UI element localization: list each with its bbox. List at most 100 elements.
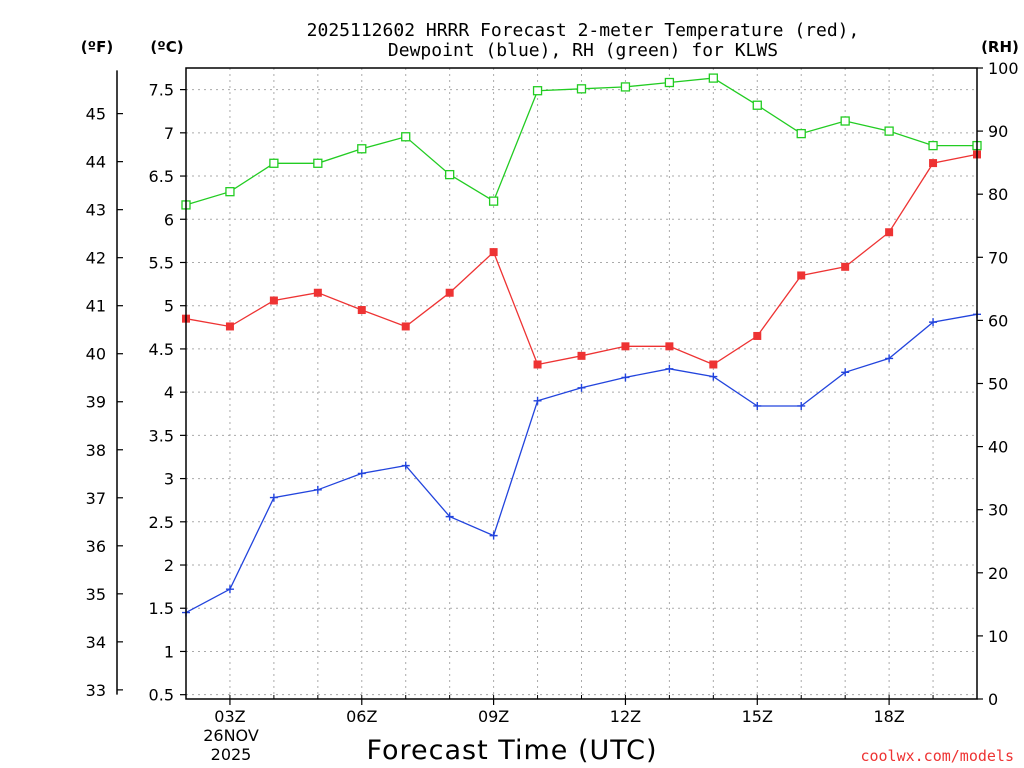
- fahrenheit-tick-label: 43: [86, 201, 106, 220]
- chart-title-line2: Dewpoint (blue), RH (green) for KLWS: [388, 40, 778, 61]
- rh-axis-unit: (RH): [981, 38, 1019, 56]
- rh-tick-label: 100: [988, 59, 1019, 78]
- dewpoint-point: [753, 401, 762, 410]
- rh-tick-label: 10: [988, 627, 1008, 646]
- rh-point: [928, 140, 938, 151]
- dewpoint-point: [225, 585, 234, 594]
- celsius-tick-label: 3: [164, 470, 174, 489]
- rh-point: [357, 144, 367, 154]
- x-tick-label: 06Z: [346, 707, 377, 726]
- rh-point: [620, 82, 631, 92]
- rh-tick-label: 90: [988, 122, 1008, 141]
- temperature-point: [841, 262, 850, 271]
- rh-point: [576, 84, 587, 94]
- celsius-tick-label: 7.5: [149, 81, 174, 100]
- celsius-tick-label: 7: [164, 124, 174, 143]
- temperature-point: [709, 360, 718, 369]
- fahrenheit-tick-label: 40: [86, 345, 106, 364]
- celsius-tick-label: 3.5: [149, 426, 174, 445]
- chart-title-line1: 2025112602 HRRR Forecast 2-meter Tempera…: [307, 20, 860, 41]
- x-tick-label: 12Z: [610, 707, 641, 726]
- fahrenheit-tick-label: 41: [86, 297, 106, 316]
- date-label-day: 26NOV: [203, 726, 259, 745]
- x-axis-title: Forecast Time (UTC): [366, 735, 657, 766]
- fahrenheit-tick-label: 34: [86, 633, 106, 652]
- temperature-point: [401, 322, 410, 331]
- rh-point: [752, 100, 762, 110]
- rh-point: [313, 158, 323, 168]
- rh-point: [840, 116, 850, 126]
- temperature-point: [753, 331, 762, 340]
- gridlines: [186, 68, 977, 699]
- rh-tick-label: 60: [988, 311, 1008, 330]
- fahrenheit-tick-label: 38: [86, 441, 106, 460]
- rh-point: [708, 73, 718, 83]
- fahrenheit-tick-label: 44: [86, 153, 106, 172]
- dewpoint-point: [709, 372, 718, 381]
- x-tick-label: 09Z: [478, 707, 509, 726]
- dewpoint-point: [401, 461, 410, 470]
- fahrenheit-tick-label: 42: [86, 249, 106, 268]
- fahrenheit-tick-label: 45: [86, 105, 106, 124]
- rh-tick-label: 40: [988, 438, 1008, 457]
- date-label-year: 2025: [211, 745, 252, 764]
- temperature-point: [621, 342, 630, 351]
- rh-point: [884, 126, 894, 136]
- dewpoint-point: [357, 469, 366, 478]
- rh-point: [532, 86, 543, 96]
- rh-point: [445, 169, 455, 180]
- temperature-point: [225, 322, 234, 331]
- fahrenheit-tick-label: 35: [86, 585, 106, 604]
- rh-tick-label: 50: [988, 375, 1008, 394]
- temperature-point: [929, 159, 938, 168]
- celsius-tick-label: 6.5: [149, 167, 174, 186]
- rh-point: [796, 128, 806, 139]
- celsius-tick-label: 6: [164, 210, 174, 229]
- site-credit: coolwx.com/models: [860, 747, 1014, 765]
- dewpoint-point: [313, 485, 322, 494]
- dewpoint-point: [269, 493, 278, 502]
- dewpoint-point: [577, 383, 586, 392]
- rh-point: [269, 158, 279, 168]
- temperature-point: [885, 228, 894, 237]
- dewpoint-point: [665, 364, 674, 373]
- celsius-tick-label: 4.5: [149, 340, 174, 359]
- celsius-tick-label: 1.5: [149, 599, 174, 618]
- axes: 0.5 1 1.5 2 2.5 3 3.5 4 4.5 5 5.5 6 6.5 7 7.5 33 34 35 36 3…: [86, 59, 1019, 726]
- celsius-tick-label: 2: [164, 556, 174, 575]
- dewpoint-point: [489, 531, 498, 540]
- dewpoint-point: [533, 396, 542, 405]
- dewpoint-point: [797, 401, 806, 410]
- temperature-point: [357, 306, 366, 315]
- celsius-axis-unit: (ºC): [150, 38, 183, 56]
- celsius-tick-label: 1: [164, 642, 174, 661]
- temperature-point: [577, 351, 586, 360]
- celsius-tick-label: 5: [164, 297, 174, 316]
- fahrenheit-axis-unit: (ºF): [81, 38, 113, 56]
- rh-point: [225, 187, 235, 197]
- rh-tick-label: 0: [988, 690, 998, 709]
- dewpoint-point: [929, 318, 938, 327]
- dewpoint-point: [621, 373, 630, 382]
- rh-tick-label: 80: [988, 185, 1008, 204]
- fahrenheit-tick-label: 36: [86, 537, 106, 556]
- fahrenheit-tick-label: 39: [86, 393, 106, 412]
- temperature-point: [445, 288, 454, 297]
- rh-tick-label: 30: [988, 501, 1008, 520]
- celsius-tick-label: 4: [164, 383, 174, 402]
- dewpoint-point: [885, 354, 894, 363]
- temperature-point: [797, 271, 806, 280]
- celsius-tick-label: 0.5: [149, 686, 174, 705]
- temperature-point: [313, 288, 322, 297]
- temperature-point: [665, 342, 674, 351]
- rh-tick-label: 20: [988, 564, 1008, 583]
- rh-point: [664, 77, 675, 88]
- rh-point: [488, 196, 499, 206]
- temperature-point: [533, 360, 542, 369]
- plot-frame: [185, 67, 978, 700]
- celsius-tick-label: 2.5: [149, 513, 174, 532]
- fahrenheit-tick-label: 33: [86, 681, 106, 700]
- temperature-point: [489, 248, 498, 257]
- rh-point: [401, 132, 411, 142]
